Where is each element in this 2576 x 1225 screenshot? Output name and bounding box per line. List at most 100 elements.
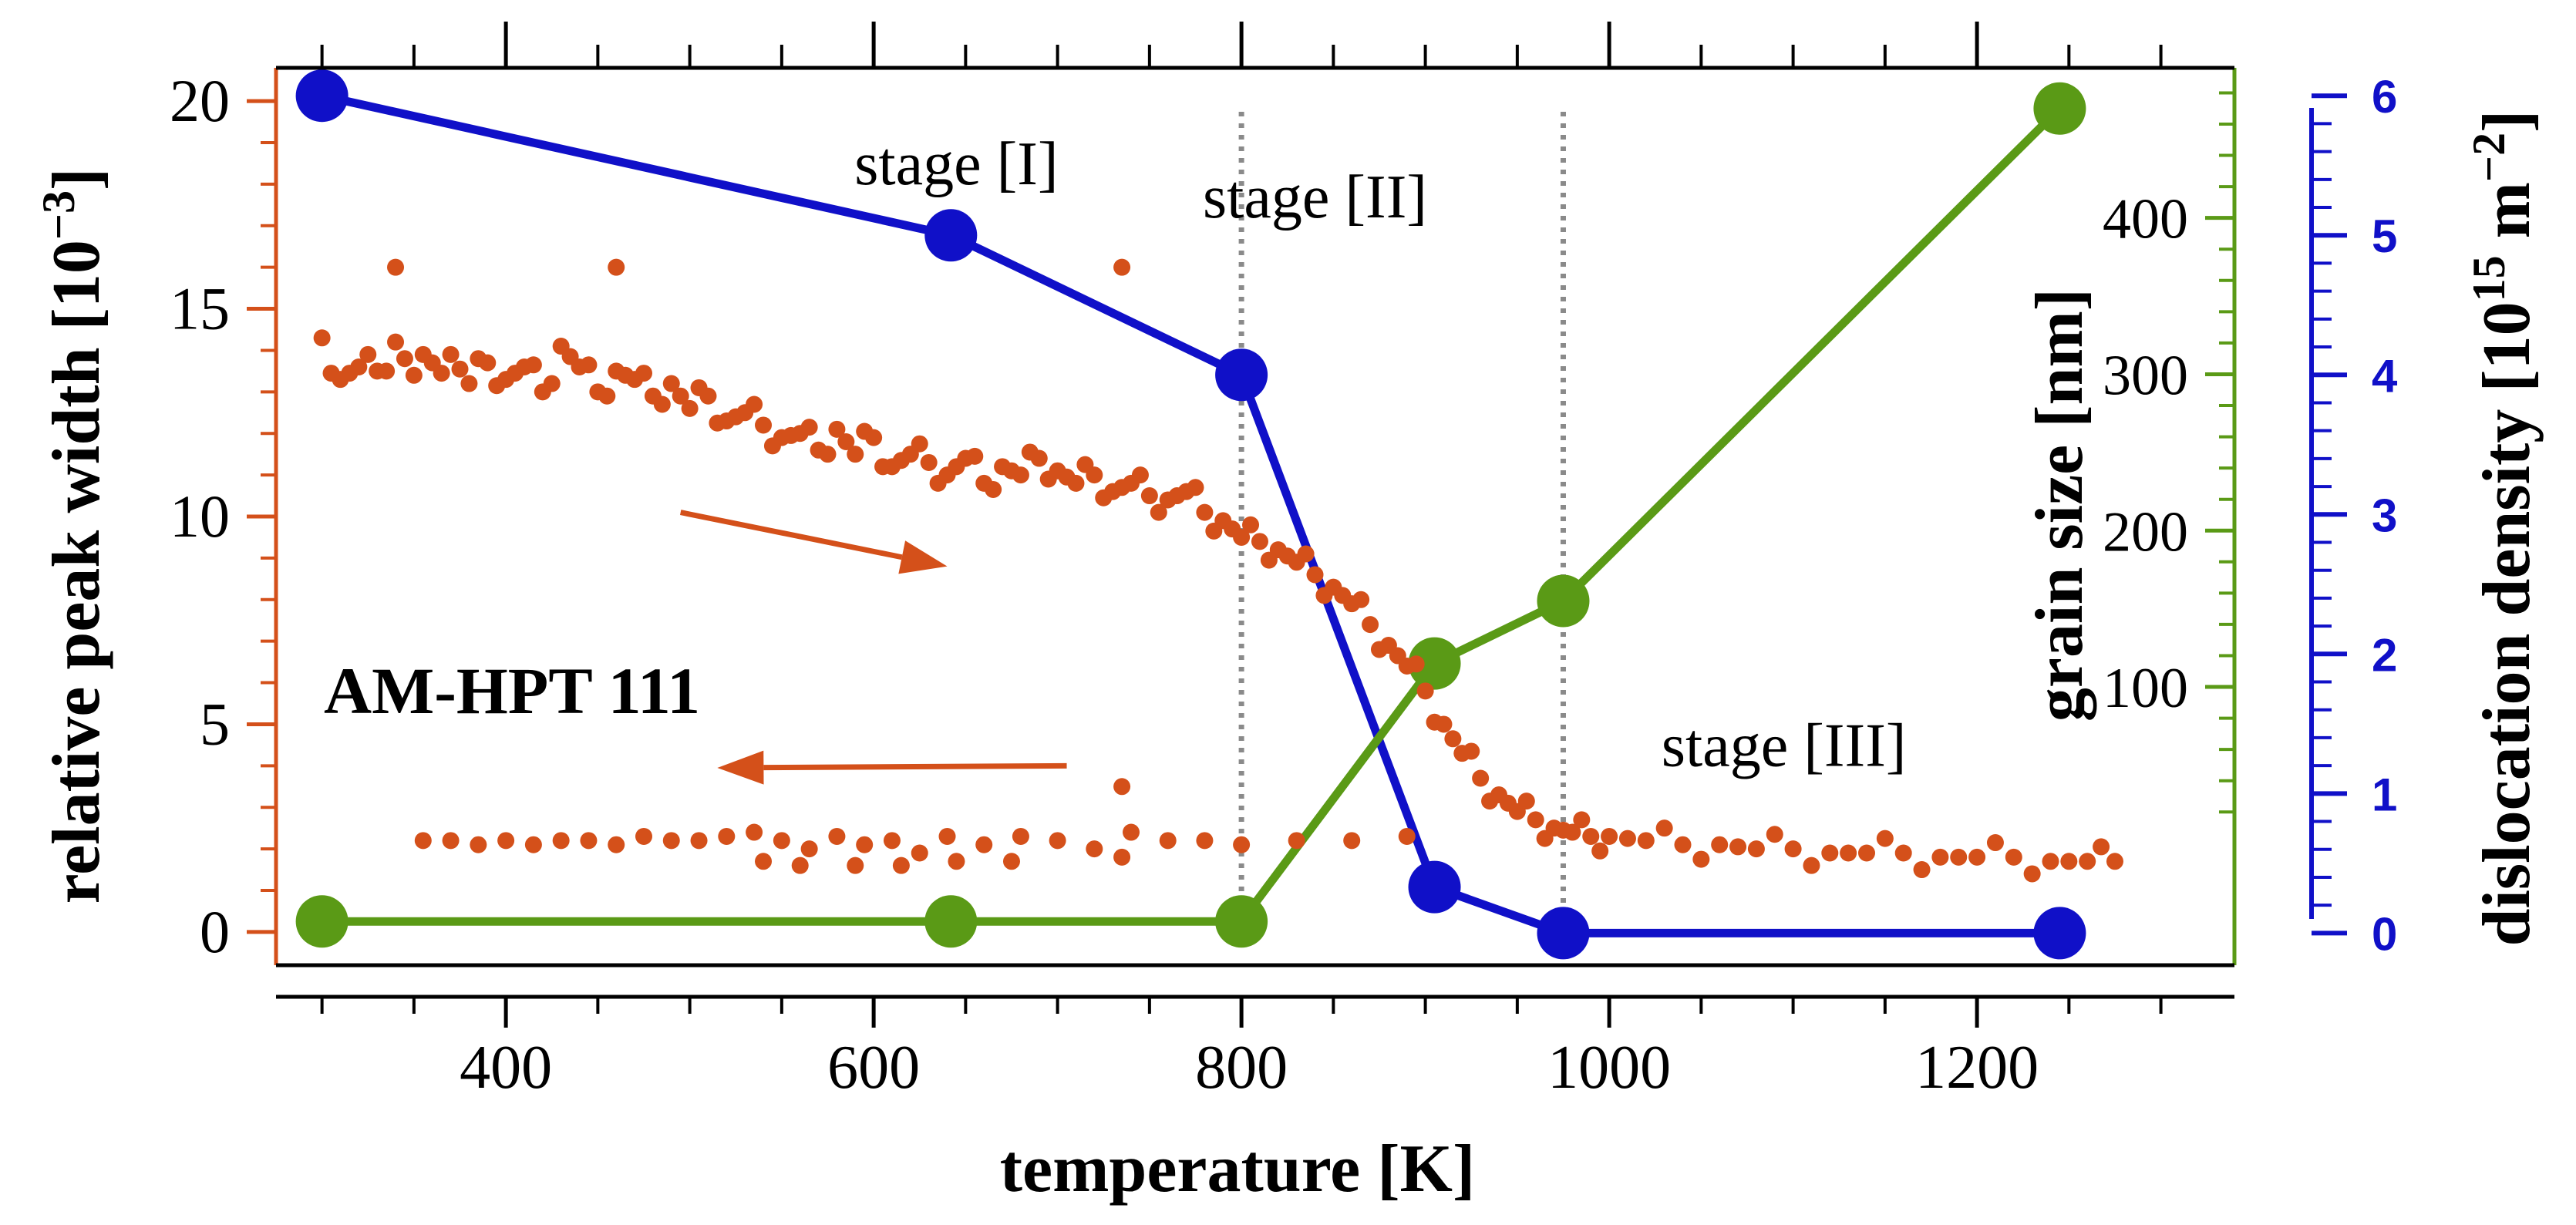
heating-arrow-shaft (679, 510, 903, 560)
peak-width-point (1140, 487, 1158, 505)
peak-width-point (396, 350, 413, 368)
peak-width-point (1242, 516, 1260, 533)
peak-width-cooling-point (938, 827, 956, 845)
dislocation-tick-label: 5 (2372, 210, 2397, 262)
dislocation-density-point (924, 209, 978, 262)
grain-size-point (1537, 574, 1590, 628)
peak-width-point (892, 452, 910, 469)
peak-width-cooling-point (975, 836, 993, 853)
peak-width-point (782, 426, 800, 444)
cooling-arrow-head (717, 750, 764, 785)
grain-size-point (1408, 637, 1461, 690)
dislocation-label-mid: m (2470, 182, 2544, 255)
peak-width-point (433, 365, 450, 382)
series-layer (295, 69, 2086, 960)
dislocation-tick-label: 6 (2372, 71, 2397, 123)
peak-width-cooling-point (773, 832, 790, 850)
dislocation-axis-label: dislocation density [1015 m−2] (2463, 110, 2544, 947)
stage-label-3: stage [III] (1662, 712, 1907, 779)
peak-width-cooling-point (1159, 832, 1177, 850)
peak-width-point (746, 395, 763, 413)
peak-width-cooling-point (911, 844, 928, 862)
peak-width-point (507, 365, 524, 382)
peak-width-point (2023, 865, 2041, 883)
peak-width-cooling-point (1049, 832, 1066, 850)
peak-width-point (1370, 641, 1388, 658)
peak-width-point (2106, 853, 2123, 870)
dislocation-label-exp1: 15 (2463, 255, 2514, 301)
peak-width-cooling-point (1012, 827, 1029, 845)
peak-width-cooling-point (1123, 823, 1140, 841)
peak-width-point (1554, 821, 1572, 839)
y-left-tick-label: 0 (200, 898, 230, 965)
grain-size-point (924, 895, 978, 948)
peak-width-cooling-point (948, 853, 965, 870)
peak-width-point (1472, 769, 1490, 787)
dislocation-density-point (295, 69, 349, 123)
peak-width-point (387, 333, 405, 351)
peak-width-point (1187, 479, 1204, 496)
peak-width-cooling-point (892, 856, 910, 874)
peak-width-point (966, 447, 984, 465)
peak-width-point (1517, 793, 1535, 810)
peak-width-outlier (1113, 778, 1131, 796)
peak-width-point (313, 329, 331, 347)
peak-width-cooling-point (1288, 832, 1305, 850)
peak-width-point (1618, 830, 1636, 847)
peak-width-outlier (1113, 258, 1131, 276)
peak-width-point (709, 414, 726, 432)
peak-width-point (1894, 844, 1912, 862)
peak-width-point (488, 377, 506, 395)
peak-width-cooling-point (1002, 853, 1020, 870)
dislocation-tick-label: 2 (2372, 629, 2397, 681)
peak-width-point (929, 474, 947, 492)
grain-tick-label: 400 (2103, 188, 2188, 251)
x-tick-label: 1200 (1915, 1034, 2039, 1102)
peak-width-point (1931, 848, 1949, 866)
peak-width-cooling-point (662, 832, 680, 850)
peak-width-point (1039, 470, 1057, 488)
peak-width-cooling-point (497, 832, 515, 850)
peak-width-point (847, 446, 864, 463)
peak-width-point (1389, 647, 1406, 665)
stage-label-1: stage [I] (854, 130, 1058, 198)
y-left-axis-label: relative peak width [10−3] (33, 168, 114, 904)
grain-size-point (295, 895, 349, 948)
peak-width-point (727, 408, 745, 426)
peak-width-point (1950, 848, 1968, 866)
peak-width-point (1131, 466, 1149, 484)
peak-width-point (1251, 533, 1268, 550)
peak-width-cooling-point (470, 836, 487, 853)
grain-tick-label: 300 (2103, 344, 2188, 407)
peak-width-point (1536, 830, 1554, 847)
peak-width-point (635, 365, 652, 382)
dislocation-label-main: dislocation density [10 (2470, 301, 2544, 946)
grain-axis-label: grain size [nm] (2022, 288, 2097, 722)
peak-width-point (1655, 819, 1673, 837)
peak-width-cooling-point (635, 827, 652, 845)
peak-width-point (405, 366, 423, 384)
peak-width-cooling-point (800, 840, 818, 858)
dislocation-density-point (1408, 860, 1461, 914)
x-axis-label: temperature [K] (1000, 1132, 1476, 1206)
peak-width-point (1601, 827, 1618, 845)
peak-width-point (2060, 853, 2078, 870)
peak-width-point (2079, 853, 2096, 870)
peak-width-point (837, 433, 855, 450)
dislocation-density-point (1537, 907, 1590, 960)
dislocation-density-point (2033, 907, 2086, 960)
peak-width-point (1407, 655, 1425, 673)
peak-width-point (1692, 850, 1710, 868)
peak-width-cooling-point (718, 827, 736, 845)
peak-width-point (470, 350, 487, 368)
peak-width-point (911, 435, 928, 453)
peak-width-point (1986, 834, 2004, 852)
peak-width-point (856, 422, 874, 440)
peak-width-point (524, 356, 542, 374)
peak-width-point (1095, 489, 1113, 506)
peak-width-point (2093, 838, 2110, 856)
peak-width-point (1362, 616, 1379, 634)
grain-tick-label: 200 (2103, 500, 2188, 564)
peak-width-point (1297, 545, 1315, 563)
peak-width-point (1591, 842, 1609, 860)
